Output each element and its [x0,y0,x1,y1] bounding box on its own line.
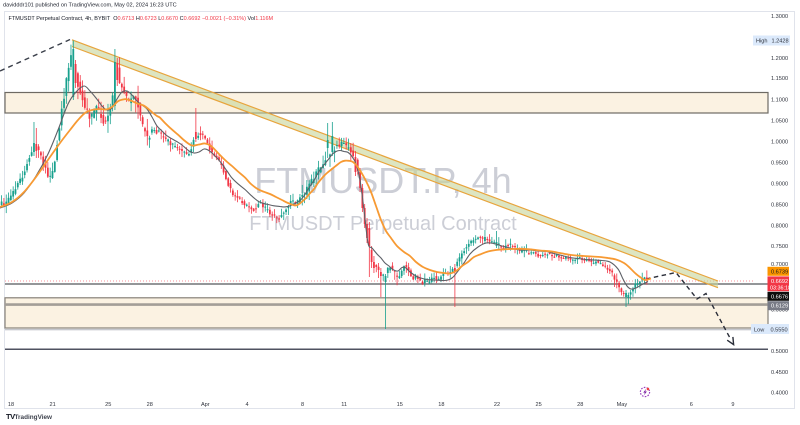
svg-text:0.4000: 0.4000 [771,391,788,397]
svg-text:1.0000: 1.0000 [771,140,788,146]
svg-text:0.7000: 0.7000 [771,262,788,268]
svg-text:25: 25 [105,402,111,408]
svg-text:0.6676: 0.6676 [771,294,788,300]
svg-text:0.6739: 0.6739 [771,269,788,275]
svg-text:1.1500: 1.1500 [771,76,788,82]
svg-text:4: 4 [245,402,248,408]
svg-text:1.3000: 1.3000 [771,14,788,20]
svg-text:davidddr101 published on Tradi: davidddr101 published on TradingView.com… [3,3,177,9]
svg-text:0.6692: 0.6692 [771,279,788,285]
svg-text:Apr: Apr [201,402,210,408]
svg-text:0.8500: 0.8500 [771,202,788,208]
svg-text:28: 28 [147,402,153,408]
svg-text:TradingView: TradingView [15,414,53,421]
svg-text:0.9000: 0.9000 [771,182,788,188]
svg-text:0.5000: 0.5000 [771,349,788,355]
svg-text:15: 15 [397,402,403,408]
svg-text:0.4500: 0.4500 [771,370,788,376]
svg-text:18: 18 [438,402,444,408]
svg-text:0.9500: 0.9500 [771,161,788,167]
svg-text:25: 25 [535,402,541,408]
svg-text:0.6000: 0.6000 [771,308,788,314]
svg-text:22: 22 [494,402,500,408]
svg-text:1.0500: 1.0500 [771,119,788,125]
svg-text:1.2428: 1.2428 [772,39,789,45]
svg-text:18: 18 [8,402,14,408]
svg-text:Low: Low [754,327,765,333]
svg-text:8: 8 [301,402,304,408]
svg-text:11: 11 [341,402,347,408]
svg-text:1.1000: 1.1000 [771,98,788,104]
svg-text:6: 6 [690,402,693,408]
svg-text:0.8000: 0.8000 [771,223,788,229]
svg-text:0.6129: 0.6129 [771,304,788,310]
svg-text:1.2000: 1.2000 [771,56,788,62]
svg-text:28: 28 [577,402,583,408]
svg-text:High: High [756,39,768,45]
svg-text:9: 9 [731,402,734,408]
svg-text:FTMUSDT Perpetual Contract, 4h: FTMUSDT Perpetual Contract, 4h, BYBIT O0… [9,16,274,22]
svg-text:0.5550: 0.5550 [771,327,788,333]
svg-text:03:36:18: 03:36:18 [770,286,791,292]
svg-text:0.7500: 0.7500 [771,244,788,250]
svg-text:May: May [617,402,628,408]
svg-text:21: 21 [49,402,55,408]
svg-text:TV: TV [6,412,15,421]
